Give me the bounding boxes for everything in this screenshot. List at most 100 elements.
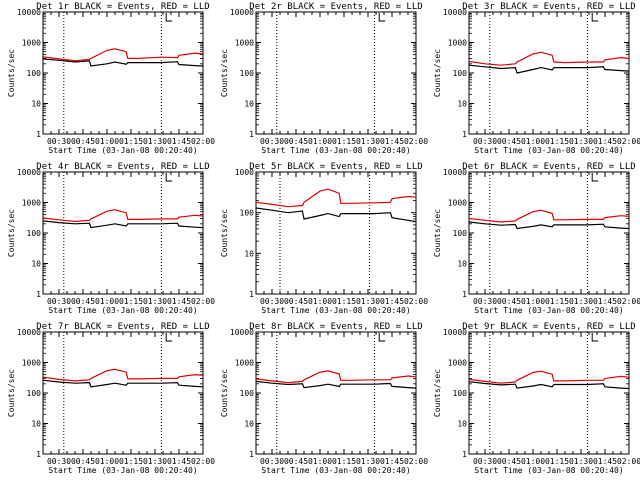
y-axis-label: Counts/sec xyxy=(7,369,16,417)
y-tick-label: 100 xyxy=(27,389,42,398)
y-tick-label: 1 xyxy=(36,450,41,459)
y-tick-label: 10000 xyxy=(17,8,41,17)
y-tick-label: 10 xyxy=(457,260,467,269)
x-tick-label: 02:00 xyxy=(617,457,640,466)
x-tick-label: 01:30 xyxy=(143,297,167,306)
x-tick-label: 01:30 xyxy=(356,297,380,306)
panel-title: Det 2r BLACK = Events, RED = LLD xyxy=(249,2,422,12)
y-tick-label: 1 xyxy=(462,450,467,459)
y-tick-label: 1 xyxy=(249,450,254,459)
series-events-line xyxy=(255,207,417,223)
plot-frame xyxy=(468,331,630,455)
attenuator-bracket xyxy=(165,333,173,342)
x-tick-label: 00:45 xyxy=(497,137,521,146)
x-axis-label: Start Time (03-Jan-08 00:20:40) xyxy=(474,466,623,475)
x-tick-label: 01:15 xyxy=(119,297,143,306)
plot-frame xyxy=(468,11,630,135)
y-axis-label: Counts/sec xyxy=(433,209,442,257)
y-tick-label: 100 xyxy=(27,69,42,78)
series-lld-line xyxy=(255,188,417,208)
series-lld-line xyxy=(468,370,630,384)
x-tick-label: 01:45 xyxy=(167,457,191,466)
y-tick-label: 100 xyxy=(453,69,468,78)
panel-title: Det 6r BLACK = Events, RED = LLD xyxy=(462,162,635,172)
y-axis-label: Counts/sec xyxy=(433,369,442,417)
panel-det-5r: Det 5r BLACK = Events, RED = LLD 1 10 100 10… xyxy=(220,162,428,315)
x-tick-label: 01:15 xyxy=(545,297,569,306)
x-axis-label: Start Time (03-Jan-08 00:20:40) xyxy=(48,146,197,155)
y-tick-label: 10 xyxy=(31,100,41,109)
panel-det-7r: Det 7r BLACK = Events, RED = LLD 1 10 100 10… xyxy=(7,322,215,475)
panel-title: Det 5r BLACK = Events, RED = LLD xyxy=(249,162,422,172)
plot-frame xyxy=(255,331,417,455)
y-tick-label: 10000 xyxy=(443,328,467,337)
y-tick-label: 1000 xyxy=(235,359,254,368)
series-events-line xyxy=(42,220,204,229)
y-tick-label: 10 xyxy=(31,420,41,429)
x-tick-label: 01:15 xyxy=(119,457,143,466)
y-tick-label: 1000 xyxy=(235,39,254,48)
y-tick-label: 1000 xyxy=(235,168,254,177)
x-tick-label: 02:00 xyxy=(404,137,428,146)
x-tick-label: 02:00 xyxy=(404,457,428,466)
x-tick-label: 01:45 xyxy=(167,137,191,146)
panel-det-1r: Det 1r BLACK = Events, RED = LLD 1 10 100 10… xyxy=(7,2,215,155)
x-tick-label: 01:00 xyxy=(308,457,332,466)
series-lld-line xyxy=(468,51,630,66)
y-tick-label: 1000 xyxy=(22,359,41,368)
series-lld-line xyxy=(42,209,204,223)
y-tick-label: 10 xyxy=(457,100,467,109)
y-tick-label: 100 xyxy=(240,389,255,398)
panel-det-4r: Det 4r BLACK = Events, RED = LLD 1 10 100 10… xyxy=(7,162,215,315)
attenuator-bracket xyxy=(591,333,599,342)
x-tick-label: 01:00 xyxy=(308,297,332,306)
y-tick-label: 1 xyxy=(249,290,254,299)
plot-frame xyxy=(255,11,417,135)
plot-frame xyxy=(42,11,204,135)
panel-det-9r: Det 9r BLACK = Events, RED = LLD 1 10 100 10… xyxy=(433,322,640,475)
attenuator-bracket xyxy=(165,13,173,22)
x-tick-label: 00:30 xyxy=(260,457,284,466)
y-tick-label: 10 xyxy=(244,249,254,258)
series-events-line xyxy=(255,380,417,389)
y-tick-label: 10000 xyxy=(443,8,467,17)
x-tick-label: 00:30 xyxy=(473,457,497,466)
y-tick-label: 10 xyxy=(244,420,254,429)
x-tick-label: 00:30 xyxy=(47,457,71,466)
y-tick-label: 10 xyxy=(457,420,467,429)
series-lld-line xyxy=(42,48,204,62)
series-lld-line xyxy=(42,368,204,382)
plot-frame xyxy=(468,171,630,295)
x-tick-label: 01:45 xyxy=(593,137,617,146)
panel-title: Det 7r BLACK = Events, RED = LLD xyxy=(36,322,209,332)
x-axis-label: Start Time (03-Jan-08 00:20:40) xyxy=(48,466,197,475)
y-tick-label: 100 xyxy=(453,389,468,398)
x-tick-label: 01:45 xyxy=(167,297,191,306)
y-tick-label: 1000 xyxy=(22,39,41,48)
x-tick-label: 00:30 xyxy=(47,297,71,306)
x-tick-label: 00:45 xyxy=(284,457,308,466)
attenuator-bracket xyxy=(165,173,173,182)
x-tick-label: 01:45 xyxy=(593,457,617,466)
x-tick-label: 00:30 xyxy=(260,137,284,146)
x-tick-label: 01:30 xyxy=(356,457,380,466)
x-tick-label: 02:00 xyxy=(404,297,428,306)
attenuator-bracket xyxy=(378,333,386,342)
x-tick-label: 01:45 xyxy=(380,297,404,306)
x-axis-label: Start Time (03-Jan-08 00:20:40) xyxy=(474,146,623,155)
panel-title: Det 1r BLACK = Events, RED = LLD xyxy=(36,2,209,12)
panel-title: Det 3r BLACK = Events, RED = LLD xyxy=(462,2,635,12)
x-tick-label: 00:45 xyxy=(71,457,95,466)
x-tick-label: 02:00 xyxy=(617,297,640,306)
x-tick-label: 00:45 xyxy=(497,457,521,466)
panel-det-8r: Det 8r BLACK = Events, RED = LLD 1 10 100 10… xyxy=(220,322,428,475)
attenuator-bracket xyxy=(591,13,599,22)
x-axis-label: Start Time (03-Jan-08 00:20:40) xyxy=(474,306,623,315)
x-tick-label: 01:00 xyxy=(308,137,332,146)
x-tick-label: 00:45 xyxy=(284,297,308,306)
series-events-line xyxy=(468,64,630,74)
x-tick-label: 02:00 xyxy=(191,457,215,466)
series-lld-line xyxy=(255,370,417,384)
y-tick-label: 1000 xyxy=(448,39,467,48)
